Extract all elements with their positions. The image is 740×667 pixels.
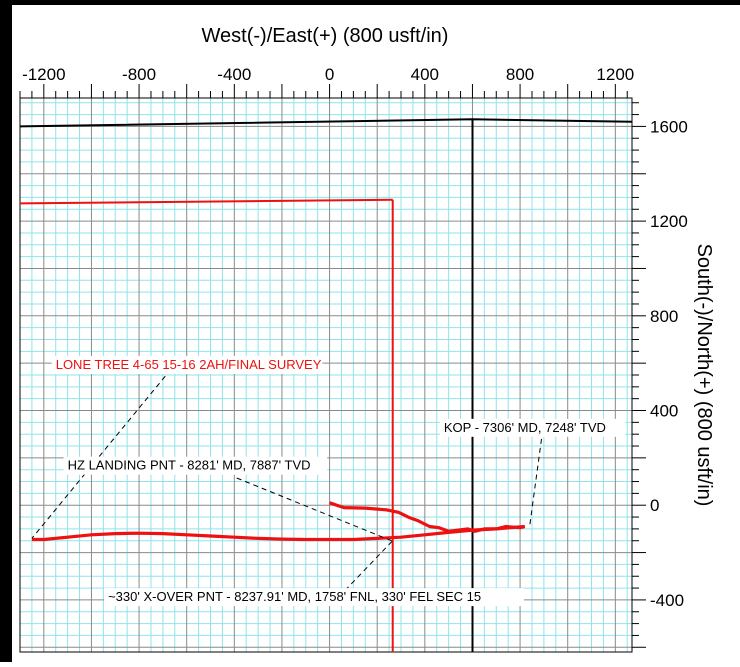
annotation-leader <box>236 477 392 542</box>
x-tick-label: 0 <box>325 65 334 84</box>
annotation-leader <box>529 438 543 527</box>
annotation-leader <box>31 375 166 539</box>
x-axis-label: West(-)/East(+) (800 usft/in) <box>202 25 449 47</box>
top-border <box>0 0 740 5</box>
x-tick-label: 800 <box>506 65 534 84</box>
plot-lines <box>19 118 633 652</box>
annotation-background <box>51 356 323 375</box>
axis-ticks <box>19 84 646 648</box>
annotation-label: HZ LANDING PNT - 8281' MD, 7887' TVD <box>68 458 311 473</box>
y-tick-label: 400 <box>650 402 678 421</box>
y-tick-label: -400 <box>650 591 684 610</box>
y-axis-label: South(-)/North(+) (800 usft/in) <box>693 244 715 507</box>
left-border <box>0 0 12 662</box>
annotation-background <box>63 456 328 475</box>
annotation-label: KOP - 7306' MD, 7248' TVD <box>444 420 606 435</box>
y-tick-label: 0 <box>650 496 659 515</box>
tick-labels: -1200 -800 -400 0 400 800 1200 1600 1200 800 400 0 -… <box>22 65 688 610</box>
x-tick-label: -1200 <box>22 65 65 84</box>
annotation-label: LONE TREE 4-65 15-16 2AH/FINAL SURVEY <box>56 357 322 372</box>
annotations: LONE TREE 4-65 15-16 2AH/FINAL SURVEY KOP… <box>31 356 626 607</box>
x-tick-label: -400 <box>217 65 251 84</box>
x-tick-label: 1200 <box>596 65 634 84</box>
x-tick-label: -800 <box>122 65 156 84</box>
annotation-label: ~330' X-OVER PNT - 8237.91' MD, 1758' FN… <box>108 589 481 604</box>
annotation-leader <box>344 540 394 591</box>
annotation-background <box>104 588 524 607</box>
annotation-background <box>439 418 626 437</box>
y-tick-label: 1600 <box>650 117 688 136</box>
target-line <box>19 198 393 205</box>
y-tick-label: 800 <box>650 307 678 326</box>
y-tick-label: 1200 <box>650 212 688 231</box>
well-path-series <box>31 524 525 542</box>
x-tick-label: 400 <box>411 65 439 84</box>
